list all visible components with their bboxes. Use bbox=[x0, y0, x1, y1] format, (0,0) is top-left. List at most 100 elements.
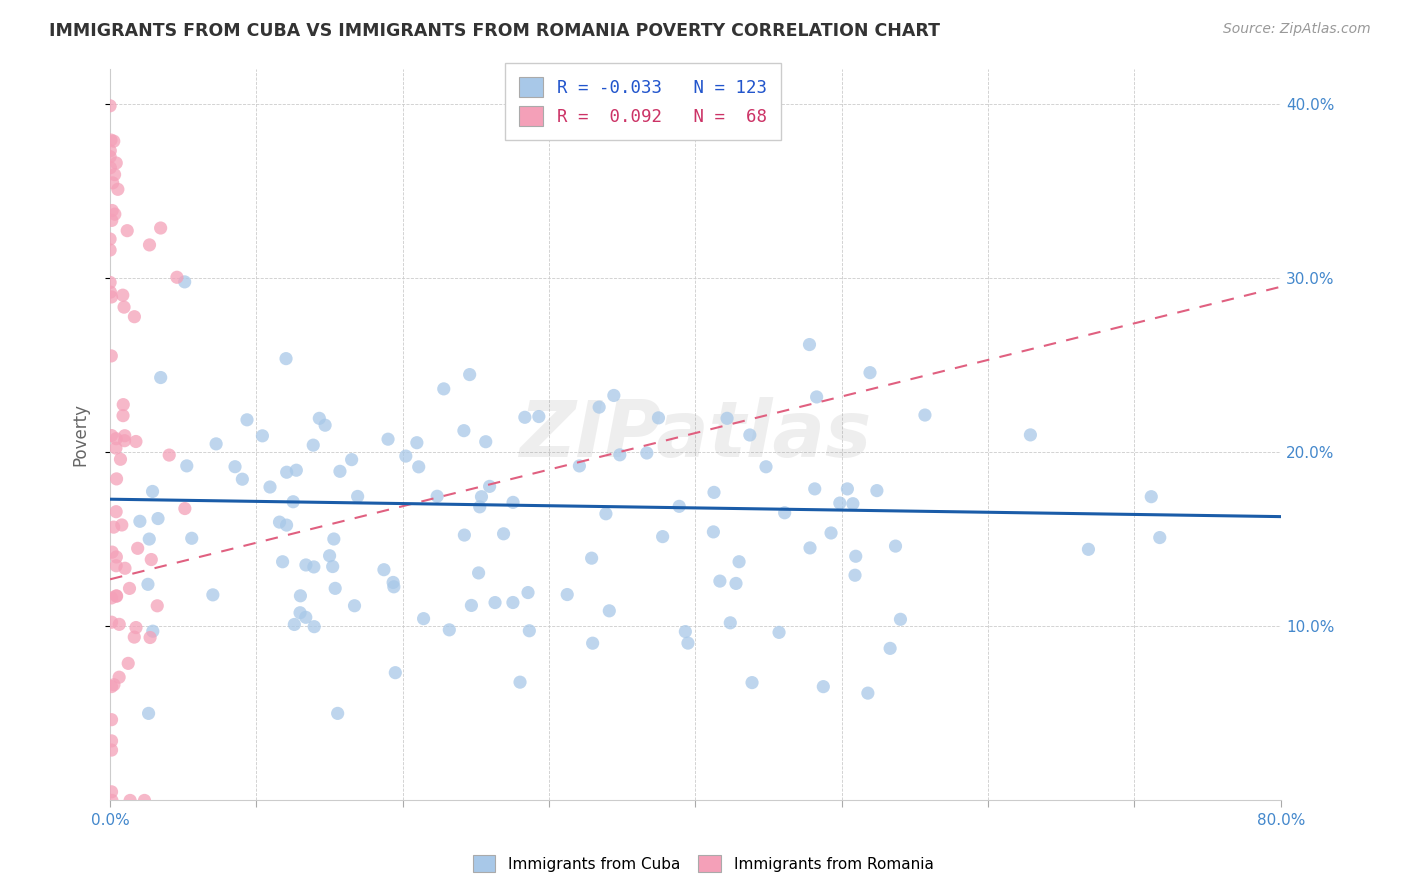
Point bbox=[105, 156, 128, 170]
Point bbox=[112, 398, 135, 412]
Point bbox=[914, 408, 936, 422]
Point bbox=[112, 409, 135, 423]
Point bbox=[111, 518, 134, 533]
Point bbox=[755, 459, 778, 474]
Point bbox=[581, 551, 603, 566]
Point bbox=[408, 459, 430, 474]
Point bbox=[492, 526, 515, 541]
Point bbox=[295, 558, 318, 572]
Point bbox=[302, 620, 325, 634]
Point bbox=[314, 418, 336, 433]
Point bbox=[98, 276, 121, 290]
Point bbox=[100, 743, 122, 757]
Point bbox=[125, 621, 148, 635]
Point bbox=[98, 99, 121, 113]
Point bbox=[842, 497, 865, 511]
Point bbox=[134, 793, 156, 807]
Point bbox=[828, 496, 851, 510]
Point bbox=[395, 449, 418, 463]
Point bbox=[1140, 490, 1163, 504]
Point bbox=[100, 615, 122, 630]
Point bbox=[103, 520, 125, 534]
Legend: Immigrants from Cuba, Immigrants from Romania: Immigrants from Cuba, Immigrants from Ro… bbox=[465, 847, 941, 880]
Point bbox=[114, 434, 136, 448]
Point bbox=[859, 366, 882, 380]
Point bbox=[105, 558, 128, 573]
Point bbox=[142, 624, 165, 639]
Point bbox=[373, 563, 395, 577]
Point bbox=[101, 545, 124, 559]
Point bbox=[138, 238, 160, 252]
Point bbox=[231, 472, 253, 486]
Point bbox=[709, 574, 731, 588]
Point bbox=[323, 582, 346, 596]
Point bbox=[157, 448, 180, 462]
Point bbox=[484, 596, 506, 610]
Point bbox=[502, 595, 524, 609]
Point bbox=[647, 410, 669, 425]
Point bbox=[103, 678, 125, 692]
Point bbox=[1019, 428, 1042, 442]
Point bbox=[100, 290, 122, 304]
Point bbox=[138, 532, 160, 546]
Point bbox=[117, 657, 139, 671]
Point bbox=[100, 349, 122, 363]
Point bbox=[329, 464, 352, 478]
Point bbox=[879, 641, 901, 656]
Point bbox=[703, 485, 725, 500]
Point bbox=[105, 472, 128, 486]
Point bbox=[405, 435, 427, 450]
Point bbox=[128, 514, 150, 528]
Point bbox=[384, 665, 406, 680]
Point bbox=[799, 541, 821, 555]
Point bbox=[326, 706, 349, 721]
Point bbox=[283, 617, 305, 632]
Point bbox=[453, 424, 475, 438]
Point bbox=[180, 531, 202, 545]
Point bbox=[1077, 542, 1099, 557]
Point bbox=[290, 589, 312, 603]
Point bbox=[856, 686, 879, 700]
Point bbox=[517, 585, 540, 599]
Point bbox=[103, 134, 125, 148]
Point bbox=[845, 549, 868, 564]
Point bbox=[820, 526, 842, 541]
Y-axis label: Poverty: Poverty bbox=[72, 403, 89, 467]
Point bbox=[105, 505, 128, 519]
Point bbox=[636, 446, 658, 460]
Point bbox=[884, 539, 907, 553]
Point bbox=[478, 479, 501, 493]
Point bbox=[889, 612, 911, 626]
Point bbox=[146, 511, 169, 525]
Text: Source: ZipAtlas.com: Source: ZipAtlas.com bbox=[1223, 22, 1371, 37]
Point bbox=[527, 409, 550, 424]
Point bbox=[837, 482, 859, 496]
Point bbox=[474, 434, 496, 449]
Point bbox=[149, 370, 172, 384]
Point bbox=[412, 612, 434, 626]
Point bbox=[105, 589, 128, 603]
Point bbox=[110, 452, 132, 467]
Point bbox=[274, 351, 297, 366]
Point bbox=[460, 599, 482, 613]
Point bbox=[426, 489, 449, 503]
Point bbox=[595, 507, 617, 521]
Point bbox=[866, 483, 889, 498]
Point bbox=[105, 432, 128, 446]
Point bbox=[103, 168, 125, 182]
Point bbox=[98, 150, 121, 164]
Point bbox=[146, 599, 169, 613]
Legend: R = -0.033   N = 123, R =  0.092   N =  68: R = -0.033 N = 123, R = 0.092 N = 68 bbox=[505, 63, 780, 140]
Point bbox=[138, 706, 160, 721]
Point bbox=[201, 588, 224, 602]
Point bbox=[101, 203, 124, 218]
Point bbox=[166, 270, 188, 285]
Point bbox=[724, 576, 747, 591]
Point bbox=[120, 793, 142, 807]
Point bbox=[716, 411, 738, 425]
Point bbox=[322, 532, 344, 546]
Point bbox=[676, 636, 699, 650]
Point bbox=[598, 604, 620, 618]
Point bbox=[813, 680, 835, 694]
Point bbox=[673, 624, 696, 639]
